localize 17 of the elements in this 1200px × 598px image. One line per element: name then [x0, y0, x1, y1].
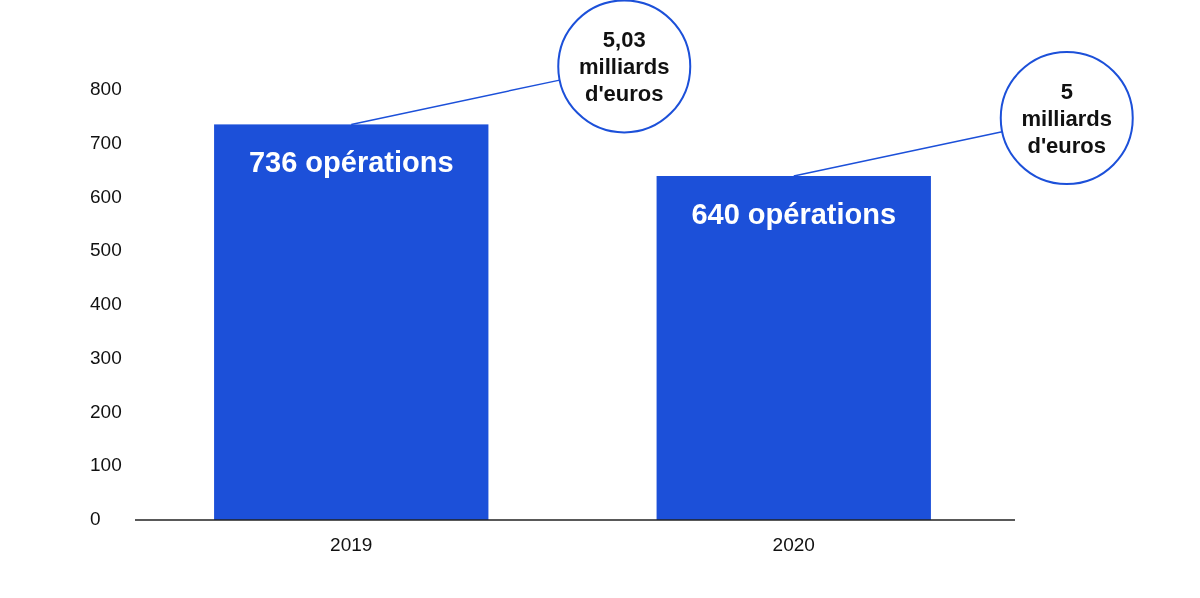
data-label: 736 opérations: [248, 146, 454, 179]
x-tick-label: 2020: [772, 534, 815, 556]
callout: 5,03 milliards d'euros: [350, 0, 692, 134]
y-tick-label: 600: [90, 185, 122, 207]
y-tick-label: 800: [90, 78, 122, 100]
y-tick-label: 500: [90, 239, 122, 261]
callout: 5 milliards d'euros: [793, 51, 1134, 185]
annotation: 5,03 milliards d'euros: [579, 27, 670, 107]
y-tick-label: 300: [90, 346, 122, 368]
y-tick-label: 200: [90, 400, 122, 422]
y-tick-label: 700: [90, 131, 122, 153]
y-tick-label: 100: [90, 454, 122, 476]
x-tick-label: 2019: [330, 534, 373, 556]
data-label: 640 opérations: [691, 198, 897, 230]
y-tick-label: 0: [90, 508, 101, 530]
y-tick-label: 400: [90, 293, 122, 315]
annotation: 5 milliards d'euros: [1021, 79, 1112, 158]
